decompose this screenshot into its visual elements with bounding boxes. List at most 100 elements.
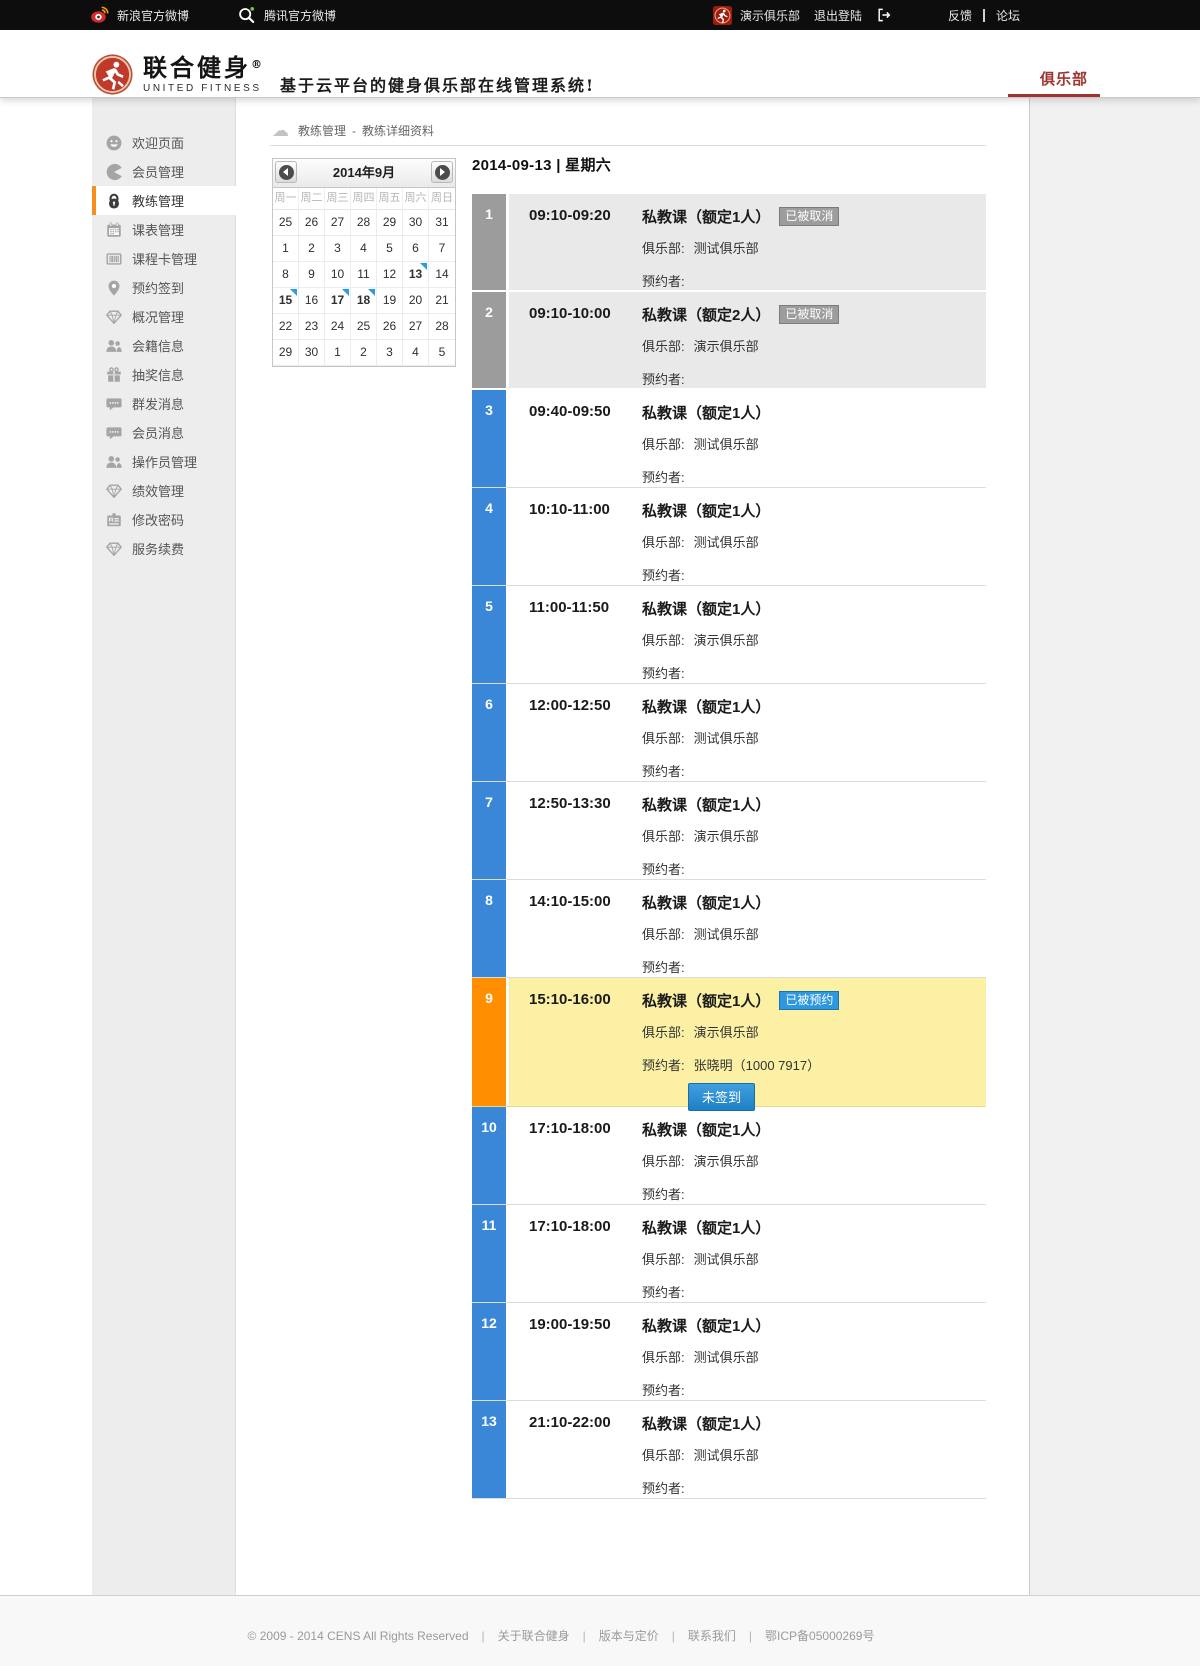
sidebar-item-3[interactable]: 课表管理 [92, 215, 235, 244]
slot-time: 09:40-09:50 [529, 403, 611, 420]
booker-label: 预约者: [642, 666, 685, 681]
booker-label: 预约者: [642, 274, 685, 289]
calendar-day[interactable]: 22 [273, 314, 299, 340]
booker-line: 预约者: [642, 1380, 986, 1399]
club-value: 演示俱乐部 [693, 339, 759, 354]
calendar-day[interactable]: 1 [273, 236, 299, 262]
calendar-day[interactable]: 16 [299, 288, 325, 314]
sidebar-item-10[interactable]: 会员消息 [92, 418, 235, 447]
calendar-day[interactable]: 27 [325, 210, 351, 236]
tab-club-underline [1008, 94, 1100, 97]
sidebar-item-2[interactable]: 教练管理 [92, 186, 236, 215]
footer-link-2[interactable]: 联系我们 [687, 1629, 736, 1643]
calendar-day[interactable]: 26 [299, 210, 325, 236]
slot-time: 19:00-19:50 [529, 1316, 611, 1333]
calendar-day[interactable]: 5 [377, 236, 403, 262]
calendar-day-number: 11 [357, 267, 370, 281]
feedback-link[interactable]: 反馈 [947, 8, 972, 23]
sidebar-item-1[interactable]: 会员管理 [92, 157, 235, 186]
calendar-day-number: 27 [408, 319, 423, 333]
breadcrumb-section[interactable]: 教练管理 [298, 124, 347, 138]
sidebar-item-4[interactable]: 课程卡管理 [92, 244, 235, 273]
footer-link-1[interactable]: 版本与定价 [598, 1629, 659, 1643]
calendar-day[interactable]: 4 [351, 236, 377, 262]
calendar-day[interactable]: 25 [351, 314, 377, 340]
prev-month-button[interactable] [275, 161, 297, 183]
calendar-day[interactable]: 21 [429, 288, 455, 314]
club-line: 俱乐部: 演示俱乐部 [642, 826, 986, 845]
calendar-day[interactable]: 27 [403, 314, 429, 340]
calendar-day[interactable]: 8 [273, 262, 299, 288]
calendar-day[interactable]: 18 [351, 288, 377, 314]
calendar-day[interactable]: 1 [325, 340, 351, 366]
tencent-weibo-link[interactable]: 腾讯官方微博 [264, 8, 337, 23]
calendar-day[interactable]: 17 [325, 288, 351, 314]
sidebar-item-label: 欢迎页面 [132, 136, 185, 151]
calendar-day[interactable]: 20 [403, 288, 429, 314]
sidebar-item-9[interactable]: 群发消息 [92, 389, 235, 418]
sidebar-item-7[interactable]: 会籍信息 [92, 331, 235, 360]
sidebar-item-11[interactable]: 操作员管理 [92, 447, 235, 476]
logout-link[interactable]: 退出登陆 [813, 8, 862, 23]
current-club-name[interactable]: 演示俱乐部 [739, 8, 800, 23]
calendar-day[interactable]: 19 [377, 288, 403, 314]
sidebar-item-5[interactable]: 预约签到 [92, 273, 235, 302]
sidebar-item-12[interactable]: 绩效管理 [92, 476, 235, 505]
logout-icon[interactable] [876, 7, 892, 23]
booker-label: 预约者: [642, 1383, 685, 1398]
sidebar-item-14[interactable]: 服务续费 [92, 534, 235, 563]
forum-link[interactable]: 论坛 [995, 8, 1020, 23]
calendar-day[interactable]: 14 [429, 262, 455, 288]
main: 欢迎页面 会员管理 教练管理 课表管理 课程卡管理 预约签到 概况管理 会籍信息… [0, 98, 1200, 1595]
calendar-day[interactable]: 28 [429, 314, 455, 340]
calendar-day[interactable]: 28 [351, 210, 377, 236]
calendar-day[interactable]: 23 [299, 314, 325, 340]
schedule-list: 1 09:10-09:20 私教课（额定1人） 已被取消 俱乐部: 测试俱乐部 预… [472, 194, 986, 1499]
calendar-icon [105, 221, 123, 239]
checkin-button[interactable]: 未签到 [688, 1083, 756, 1111]
schedule-row-1: 1 09:10-09:20 私教课（额定1人） 已被取消 俱乐部: 测试俱乐部 预… [472, 194, 986, 292]
calendar-day[interactable]: 10 [325, 262, 351, 288]
tab-club[interactable]: 俱乐部 [1039, 71, 1088, 88]
calendar-day[interactable]: 25 [273, 210, 299, 236]
calendar-day-number: 12 [382, 267, 397, 281]
calendar-day[interactable]: 13 [403, 262, 429, 288]
sidebar-item-8[interactable]: 抽奖信息 [92, 360, 235, 389]
calendar-day[interactable]: 26 [377, 314, 403, 340]
sina-weibo-link[interactable]: 新浪官方微博 [117, 8, 190, 23]
schedule-row-5: 5 11:00-11:50 私教课（额定1人） 俱乐部: 演示俱乐部 预约者: [472, 586, 986, 684]
calendar-day[interactable]: 4 [403, 340, 429, 366]
footer-link-0[interactable]: 关于联合健身 [497, 1629, 570, 1643]
calendar-day[interactable]: 30 [403, 210, 429, 236]
booker-value: 张晓明（1000 7917） [693, 1058, 821, 1073]
calendar-day[interactable]: 29 [273, 340, 299, 366]
calendar-day[interactable]: 30 [299, 340, 325, 366]
calendar-day-number: 26 [304, 215, 319, 229]
sidebar-item-0[interactable]: 欢迎页面 [92, 128, 235, 157]
calendar-day[interactable]: 11 [351, 262, 377, 288]
calendar-day[interactable]: 3 [325, 236, 351, 262]
calendar-day[interactable]: 2 [351, 340, 377, 366]
calendar-day[interactable]: 31 [429, 210, 455, 236]
schedule-row-11: 11 17:10-18:00 私教课（额定1人） 俱乐部: 测试俱乐部 预约者: [472, 1205, 986, 1303]
next-month-button[interactable] [431, 161, 453, 183]
weekday-label: 周三 [325, 188, 351, 210]
calendar-day[interactable]: 12 [377, 262, 403, 288]
schedule-row-4: 4 10:10-11:00 私教课（额定1人） 俱乐部: 测试俱乐部 预约者: [472, 488, 986, 586]
calendar-day[interactable]: 2 [299, 236, 325, 262]
schedule-date-heading: 2014-09-13 | 星期六 [472, 157, 612, 174]
calendar-day[interactable]: 24 [325, 314, 351, 340]
calendar-day[interactable]: 5 [429, 340, 455, 366]
calendar-day[interactable]: 15 [273, 288, 299, 314]
runner-logo-icon [92, 54, 133, 95]
sidebar-item-6[interactable]: 概况管理 [92, 302, 235, 331]
calendar-day-number: 4 [412, 345, 419, 359]
calendar-day[interactable]: 6 [403, 236, 429, 262]
calendar-day[interactable]: 29 [377, 210, 403, 236]
calendar-day[interactable]: 3 [377, 340, 403, 366]
calendar-day[interactable]: 9 [299, 262, 325, 288]
sidebar-item-13[interactable]: 修改密码 [92, 505, 235, 534]
calendar-day[interactable]: 7 [429, 236, 455, 262]
status-badge: 已被取消 [779, 206, 840, 226]
class-title: 私教课（额定1人） [642, 796, 771, 814]
